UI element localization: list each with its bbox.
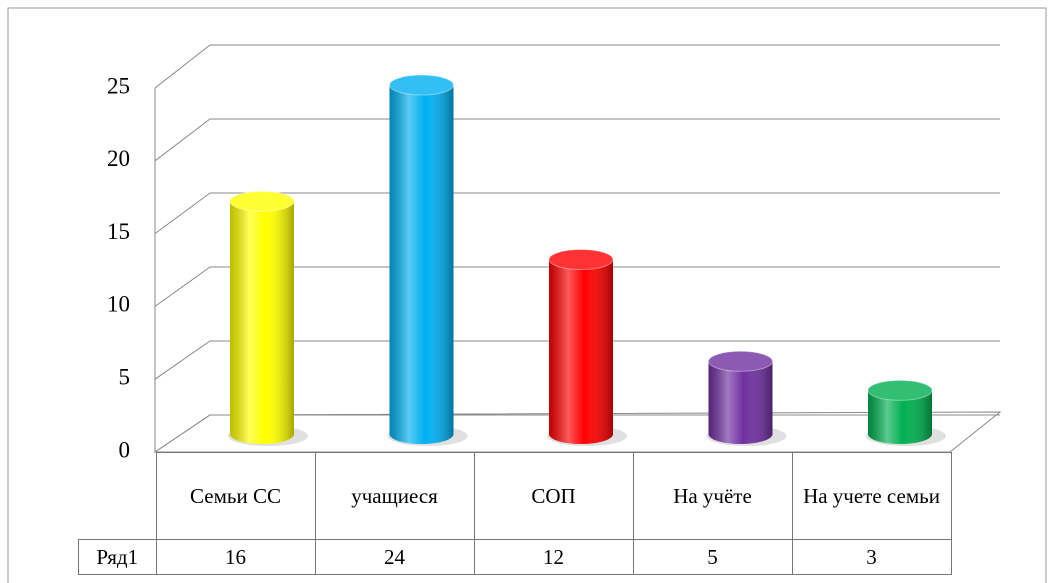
data-table: Семьи СС учащиеся СОП На учёте На учете семь… [78,452,952,575]
tick-diagonal [154,266,211,307]
chart-border [7,7,1047,583]
category-label: Семьи СС [155,452,316,540]
value-cell: 24 [314,538,475,575]
bar-top-shading [708,351,773,372]
tick-diagonal [154,192,211,235]
category-label: учащиеся [314,452,475,540]
category-label: На учете семьи [791,452,952,540]
bar-shading [708,361,773,444]
y-tick-label: 0 [119,437,131,462]
tick-diagonal [154,118,211,162]
value-cell: 5 [632,538,793,575]
series-name: Ряд1 [78,538,157,575]
bar-top-shading [868,380,932,401]
y-tick-label: 5 [119,364,131,389]
y-tick-label: 25 [107,73,130,98]
bar-top-shading [389,75,454,96]
bar-top [229,190,295,212]
bar-top [389,74,454,96]
y-tick-label: 10 [107,292,130,317]
value-cell: 3 [791,538,952,575]
tick-diagonal [154,414,211,453]
bar-top [708,350,773,372]
y-tick-label: 20 [107,146,130,171]
value-cell: 12 [473,538,634,575]
bar-top-shading [549,249,613,270]
tick-diagonal [154,340,211,380]
bar-top-shading [230,191,294,212]
bar-top [548,249,614,271]
bar-shading [868,390,932,444]
bar-shading [389,85,454,444]
tick-diagonal [154,44,211,89]
category-label: На учёте [632,452,793,540]
y-tick-label: 15 [107,219,130,244]
value-cell: 16 [155,538,316,575]
category-label: СОП [473,452,634,540]
bar-shading [230,201,294,444]
bar-shading [549,259,613,444]
bar-top [867,379,933,401]
